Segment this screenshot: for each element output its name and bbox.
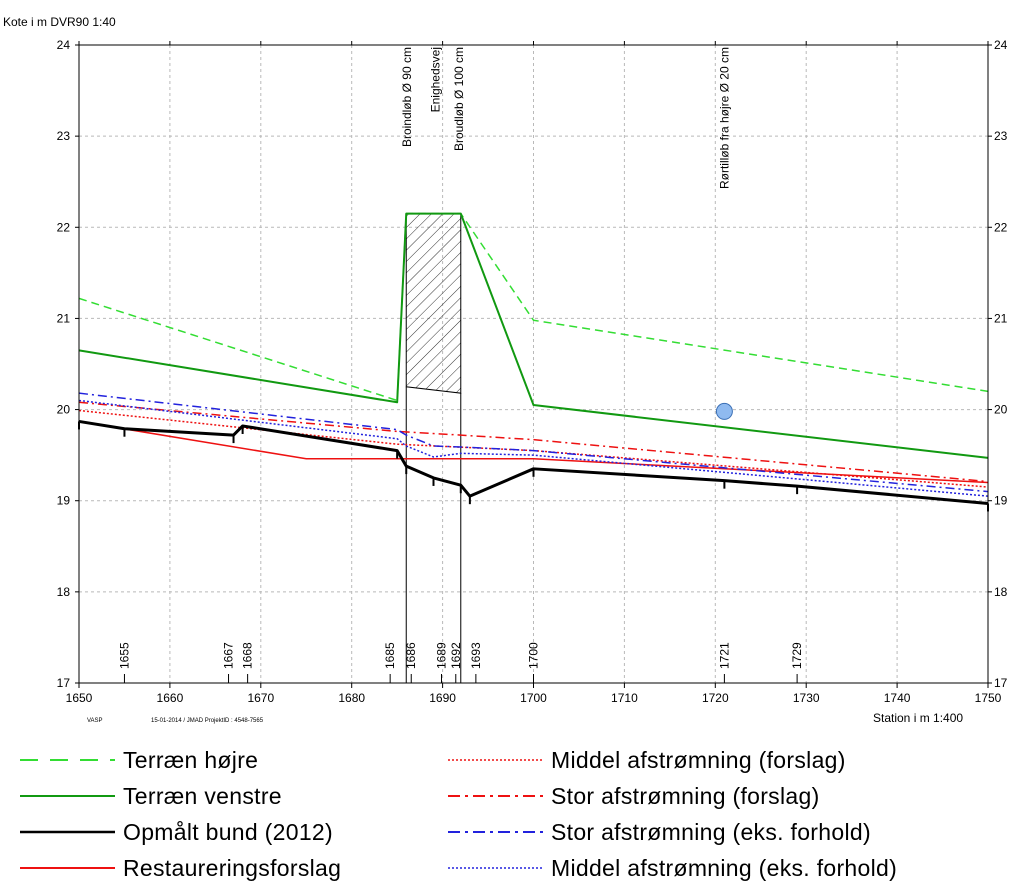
y-tick-label-right: 21 [994, 311, 1008, 325]
legend-swatch [20, 830, 115, 834]
annotation-label: Rørtilløb fra højre Ø 20 cm [717, 47, 731, 189]
annotations: Broindløb Ø 90 cm Enighedsvej Broudløb Ø 1… [400, 47, 731, 189]
y-tick-label-right: 22 [994, 220, 1008, 234]
legend: Terræn højre Terræn venstre Opmålt bund … [0, 740, 1016, 889]
station-label: 1667 [222, 642, 236, 669]
annotation-label: Broudløb Ø 100 cm [452, 47, 466, 151]
legend-item-opmaalt-bund: Opmålt bund (2012) [20, 817, 333, 847]
station-label: 1689 [435, 642, 449, 669]
y-tick-label-left: 21 [57, 311, 71, 325]
y-tick-label-right: 18 [994, 585, 1008, 599]
legend-item-terraen-hojre: Terræn højre [20, 745, 258, 775]
station-label: 1686 [404, 642, 418, 669]
pipe-marker [715, 402, 733, 420]
station-label: 1729 [790, 642, 804, 669]
legend-swatch [20, 759, 115, 761]
station-label: 1692 [449, 642, 463, 669]
legend-item-stor-eks: Stor afstrømning (eks. forhold) [448, 817, 871, 847]
station-label: 1685 [383, 642, 397, 669]
station-label: 1721 [717, 642, 731, 669]
y-tick-label-right: 20 [994, 403, 1008, 417]
axes: 1650 1660 1670 1680 1690 1700 1710 1720 1730 1740… [57, 38, 1008, 705]
footer-left: VASP [87, 718, 103, 724]
series-line [78, 409, 989, 488]
x-tick-label: 1690 [429, 691, 456, 705]
y-tick-label-left: 24 [57, 38, 71, 52]
legend-item-terraen-venstre: Terræn venstre [20, 781, 282, 811]
legend-item-middel-forslag: Middel afstrømning (forslag) [448, 745, 846, 775]
legend-label: Stor afstrømning (forslag) [551, 782, 820, 809]
bridge-body [405, 213, 462, 394]
legend-item-middel-eks: Middel afstrømning (eks. forhold) [448, 853, 897, 883]
legend-label: Restaureringsforslag [123, 854, 342, 881]
y-tick-label-right: 17 [994, 676, 1008, 690]
x-tick-label: 1680 [338, 691, 365, 705]
legend-swatch [448, 867, 543, 869]
annotation-label: Enighedsvej [429, 47, 443, 112]
station-label: 1693 [469, 642, 483, 669]
x-tick-label: 1720 [702, 691, 729, 705]
y-axis-title: Kote i m DVR90 1:40 [3, 15, 116, 29]
legend-item-stor-forslag: Stor afstrømning (forslag) [448, 781, 820, 811]
x-tick-label: 1700 [520, 691, 547, 705]
series-line [78, 392, 989, 493]
y-tick-label-right: 24 [994, 38, 1008, 52]
y-tick-label-left: 18 [57, 585, 71, 599]
legend-swatch [448, 831, 543, 833]
legend-label: Terræn højre [123, 746, 259, 773]
legend-label: Middel afstrømning (eks. forhold) [551, 854, 898, 881]
profile-chart: Kote i m DVR90 1:40 1655 1667 1668 1685 1686… [3, 15, 1008, 725]
y-tick-label-right: 23 [994, 129, 1008, 143]
footer-middle: 15-01-2014 / JMAD ProjektID : 4548-7565 [151, 718, 264, 724]
station-label: 1655 [117, 642, 131, 669]
legend-label: Opmålt bund (2012) [123, 818, 333, 845]
station-label: 1700 [527, 642, 541, 669]
series-line [78, 420, 989, 484]
series-line [78, 399, 989, 497]
legend-swatch [448, 795, 543, 797]
x-tick-label: 1670 [247, 691, 274, 705]
x-axis-title: Station i m 1:400 [873, 711, 963, 725]
legend-swatch [448, 759, 543, 761]
legend-swatch [20, 867, 115, 869]
station-labels: 1655 1667 1668 1685 1686 1689 1692 1693 1700 1721… [117, 642, 804, 683]
y-tick-label-left: 20 [57, 403, 71, 417]
plot-frame [78, 44, 989, 684]
y-tick-label-right: 19 [994, 494, 1008, 508]
station-label: 1668 [241, 642, 255, 669]
bridge-hatch [405, 213, 462, 683]
x-tick-label: 1750 [975, 691, 1002, 705]
legend-item-restaureringsforslag: Restaureringsforslag [20, 853, 341, 883]
series-lines [78, 212, 989, 512]
grid [79, 45, 988, 683]
legend-label: Terræn venstre [123, 782, 282, 809]
annotation-label: Broindløb Ø 90 cm [400, 47, 414, 147]
x-tick-label: 1710 [611, 691, 638, 705]
x-tick-label: 1740 [884, 691, 911, 705]
legend-swatch [20, 795, 115, 797]
y-tick-label-left: 22 [57, 220, 71, 234]
series-line [78, 212, 989, 459]
x-tick-label: 1660 [157, 691, 184, 705]
y-tick-label-left: 19 [57, 494, 71, 508]
y-tick-label-left: 17 [57, 676, 71, 690]
series-line [78, 401, 989, 483]
x-tick-label: 1650 [66, 691, 93, 705]
x-tick-label: 1730 [793, 691, 820, 705]
legend-label: Stor afstrømning (eks. forhold) [551, 818, 871, 845]
legend-label: Middel afstrømning (forslag) [551, 746, 846, 773]
y-tick-label-left: 23 [57, 129, 71, 143]
